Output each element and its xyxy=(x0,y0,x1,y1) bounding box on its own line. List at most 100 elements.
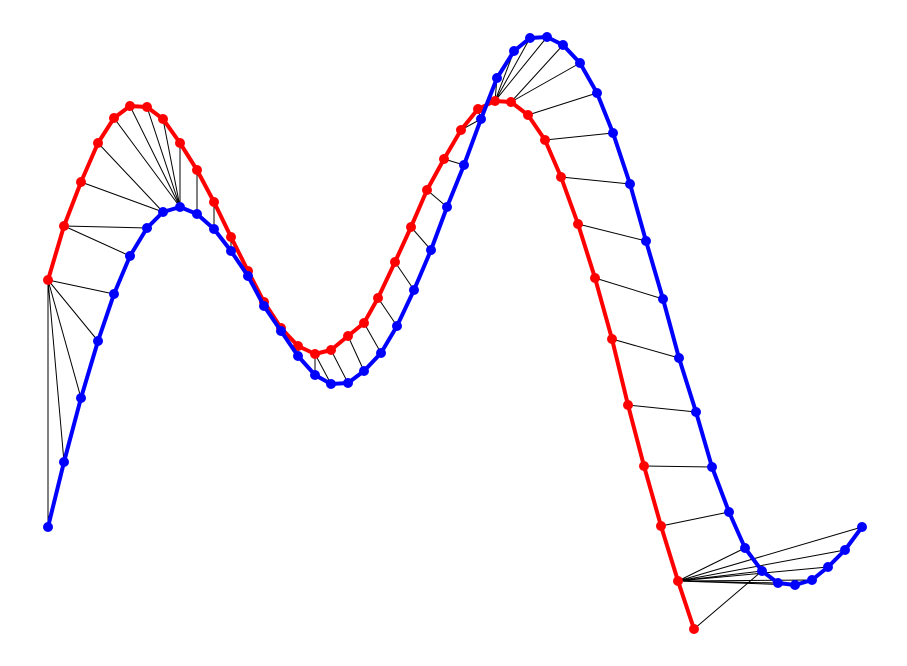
point xyxy=(392,321,402,331)
point xyxy=(243,271,253,281)
alignment-line xyxy=(594,277,664,300)
point xyxy=(310,349,320,359)
point xyxy=(76,177,86,187)
point xyxy=(192,209,202,219)
point xyxy=(724,507,734,517)
alignment-line xyxy=(80,181,164,213)
point xyxy=(608,128,618,138)
point xyxy=(590,273,600,283)
alignment-line xyxy=(677,526,863,582)
alignment-line xyxy=(677,547,746,582)
point xyxy=(390,257,400,267)
point xyxy=(823,562,833,572)
point xyxy=(473,104,483,114)
point xyxy=(592,88,602,98)
point xyxy=(641,236,651,246)
point xyxy=(456,125,466,135)
alignment-line xyxy=(693,570,763,630)
point xyxy=(857,522,867,532)
point xyxy=(125,101,135,111)
point xyxy=(326,379,336,389)
point xyxy=(525,33,535,43)
alignment-line xyxy=(643,465,713,468)
point xyxy=(142,102,152,112)
point xyxy=(840,545,850,555)
alignment-line xyxy=(611,338,680,359)
point xyxy=(373,293,383,303)
point xyxy=(343,378,353,388)
alignment-line xyxy=(146,106,181,208)
point xyxy=(226,232,236,242)
alignment-line xyxy=(47,279,65,463)
alignment-line xyxy=(677,579,813,582)
series-line xyxy=(46,99,696,630)
point xyxy=(93,138,103,148)
point xyxy=(623,400,633,410)
point xyxy=(740,543,750,553)
point xyxy=(673,576,683,586)
point xyxy=(293,351,303,361)
point xyxy=(757,566,767,576)
alignment-line xyxy=(544,132,614,141)
alignment-line xyxy=(63,225,131,257)
alignment-line xyxy=(330,349,349,384)
alignment-line xyxy=(510,44,564,103)
point xyxy=(542,32,552,42)
point xyxy=(293,341,303,351)
point xyxy=(540,135,550,145)
alignment-line xyxy=(627,404,697,413)
point xyxy=(674,353,684,363)
point xyxy=(175,202,185,212)
series-line xyxy=(46,35,864,587)
point xyxy=(439,154,449,164)
alignment-line xyxy=(314,353,332,385)
point xyxy=(209,224,219,234)
point xyxy=(192,165,202,175)
point xyxy=(558,40,568,50)
point xyxy=(691,407,701,417)
point xyxy=(59,457,69,467)
point xyxy=(276,326,286,336)
point xyxy=(639,461,649,471)
alignment-line xyxy=(510,62,581,103)
alignment-line xyxy=(377,297,398,327)
point xyxy=(142,223,152,233)
point xyxy=(422,185,432,195)
alignment-line xyxy=(63,225,148,229)
point xyxy=(158,207,168,217)
point xyxy=(573,219,583,229)
point xyxy=(490,96,500,106)
point xyxy=(506,97,516,107)
alignment-line xyxy=(113,117,181,208)
alignment-line xyxy=(677,549,846,582)
point xyxy=(658,294,668,304)
point xyxy=(158,114,168,124)
point xyxy=(790,580,800,590)
point xyxy=(209,197,219,207)
alignment-line xyxy=(560,176,631,185)
point xyxy=(359,366,369,376)
alignment-line xyxy=(47,279,115,295)
point xyxy=(459,160,469,170)
point xyxy=(109,113,119,123)
alignment-line xyxy=(527,92,598,116)
alignment-line xyxy=(47,279,99,342)
point xyxy=(343,331,353,341)
point xyxy=(442,202,452,212)
point xyxy=(689,624,699,634)
point xyxy=(43,522,53,532)
alignment-line xyxy=(347,335,365,372)
point xyxy=(409,285,419,295)
point xyxy=(509,46,519,56)
point xyxy=(76,393,86,403)
point xyxy=(43,275,53,285)
point xyxy=(492,73,502,83)
point xyxy=(226,246,236,256)
alignment-line xyxy=(494,37,531,102)
alignment-line xyxy=(394,261,415,291)
alignment-line xyxy=(162,118,181,208)
point xyxy=(773,578,783,588)
alignment-line xyxy=(677,566,829,582)
